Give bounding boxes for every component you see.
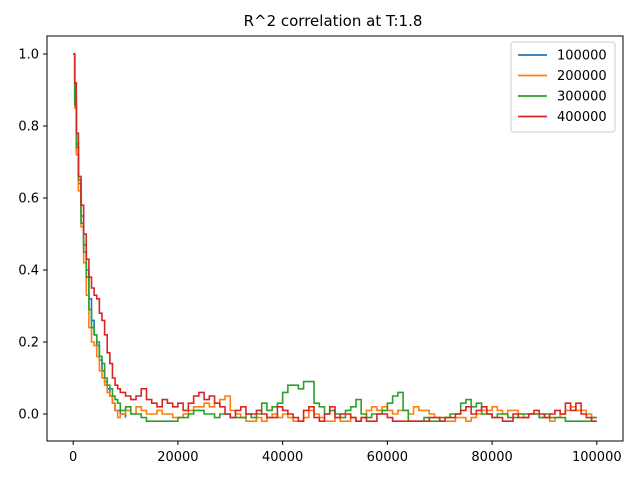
x-axis: 0 20000 40000 60000 80000 100000 [69,441,622,465]
y-tick-label: 0.2 [18,336,39,351]
legend-label-3: 400000 [557,110,607,125]
legend-label-2: 300000 [557,90,607,105]
y-tick-label: 0.8 [18,120,39,135]
legend-label-0: 100000 [557,49,607,64]
legend-box [510,41,616,133]
y-axis: 0.0 0.2 0.4 0.6 0.8 1.0 [18,48,47,423]
y-tick-label: 0.4 [18,264,39,279]
chart-title: R^2 correlation at T:1.8 [244,12,423,30]
y-tick-label: 0.6 [18,192,39,207]
series-layer [73,53,597,422]
x-tick-label: 60000 [367,450,408,465]
plot-area-frame [46,35,624,442]
x-tick-label: 40000 [262,450,303,465]
series-line-2 [73,53,597,422]
x-tick-label: 20000 [157,450,198,465]
series-line-3 [73,53,597,422]
y-tick-label: 0.0 [18,408,39,423]
x-tick-label: 0 [69,450,77,465]
legend: 100000 200000 300000 400000 [510,41,616,133]
y-tick-label: 1.0 [18,48,39,63]
legend-label-1: 200000 [557,69,607,84]
x-tick-label: 80000 [471,450,512,465]
x-tick-label: 100000 [572,450,622,465]
